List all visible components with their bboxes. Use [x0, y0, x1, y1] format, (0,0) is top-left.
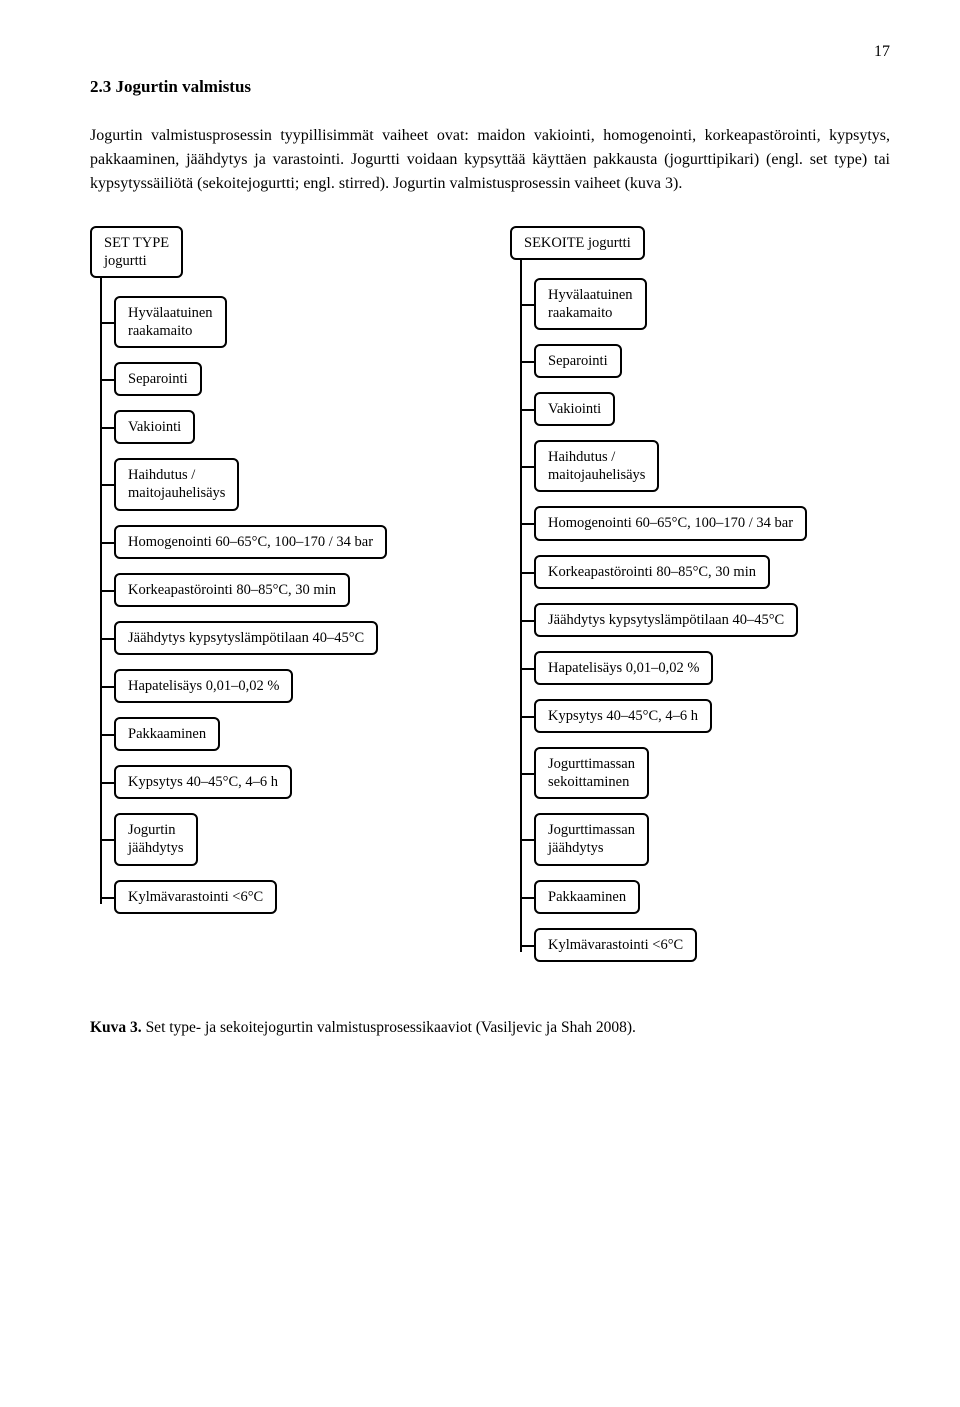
connector: [522, 523, 536, 525]
left-step-label: Hapatelisäys 0,01–0,02 %: [128, 678, 279, 694]
right-step-node: Vakiointi: [534, 392, 615, 426]
right-step-label: Vakiointi: [548, 401, 601, 417]
left-root-label: SET TYPE jogurtti: [104, 235, 169, 269]
right-spine: [520, 246, 522, 952]
left-step-label: Kylmävarastointi <6°C: [128, 889, 263, 905]
right-step-label: Pakkaaminen: [548, 889, 626, 905]
left-step-label: Jogurtin jäähdytys: [128, 822, 184, 856]
right-step-node: Jogurttimassan sekoittaminen: [534, 747, 649, 799]
connector: [102, 427, 116, 429]
left-step-label: Homogenointi 60–65°C, 100–170 / 34 bar: [128, 534, 373, 550]
left-step-node: Kylmävarastointi <6°C: [114, 880, 277, 914]
connector: [522, 361, 536, 363]
right-step-label: Separointi: [548, 353, 608, 369]
right-root-label: SEKOITE jogurtti: [524, 235, 631, 251]
caption-label: Kuva 3.: [90, 1019, 142, 1036]
left-step-node: Pakkaaminen: [114, 717, 220, 751]
connector: [522, 620, 536, 622]
connector: [522, 466, 536, 468]
left-root-node: SET TYPE jogurtti: [90, 226, 183, 278]
connector: [102, 897, 116, 899]
right-step-label: Jogurttimassan jäähdytys: [548, 822, 635, 856]
right-step-node: Separointi: [534, 344, 622, 378]
connector: [102, 734, 116, 736]
left-step-label: Jäähdytys kypsytyslämpötilaan 40–45°C: [128, 630, 364, 646]
caption-text: Set type- ja sekoitejogurtin valmistuspr…: [146, 1019, 636, 1036]
connector: [522, 897, 536, 899]
connector: [522, 668, 536, 670]
right-step-label: Kylmävarastointi <6°C: [548, 937, 683, 953]
connector: [102, 782, 116, 784]
connector: [102, 484, 116, 486]
connector: [522, 839, 536, 841]
right-step-node: Jogurttimassan jäähdytys: [534, 813, 649, 865]
left-step-node: Jäähdytys kypsytyslämpötilaan 40–45°C: [114, 621, 378, 655]
right-step-node: Hyvälaatuinen raakamaito: [534, 278, 647, 330]
connector: [102, 638, 116, 640]
left-step-label: Separointi: [128, 371, 188, 387]
right-step-node: Homogenointi 60–65°C, 100–170 / 34 bar: [534, 506, 807, 540]
right-root-node: SEKOITE jogurtti: [510, 226, 645, 260]
flowchart-columns: SET TYPE jogurtti Hyvälaatuinen raakamai…: [90, 226, 890, 976]
left-step-label: Haihdutus / maitojauhelisäys: [128, 467, 225, 501]
connector: [102, 590, 116, 592]
right-step-node: Korkeapastörointi 80–85°C, 30 min: [534, 555, 770, 589]
connector: [522, 409, 536, 411]
right-step-node: Jäähdytys kypsytyslämpötilaan 40–45°C: [534, 603, 798, 637]
right-step-node: Haihdutus / maitojauhelisäys: [534, 440, 659, 492]
left-step-node: Korkeapastörointi 80–85°C, 30 min: [114, 573, 350, 607]
left-step-node: Separointi: [114, 362, 202, 396]
right-column: SEKOITE jogurtti Hyvälaatuinen raakamait…: [510, 226, 890, 976]
left-step-node: Jogurtin jäähdytys: [114, 813, 198, 865]
page-number: 17: [90, 40, 890, 64]
right-step-label: Jogurttimassan sekoittaminen: [548, 756, 635, 790]
right-step-label: Homogenointi 60–65°C, 100–170 / 34 bar: [548, 515, 793, 531]
connector: [522, 572, 536, 574]
left-step-node: Hapatelisäys 0,01–0,02 %: [114, 669, 293, 703]
right-flow: SEKOITE jogurtti Hyvälaatuinen raakamait…: [510, 226, 890, 976]
connector: [522, 773, 536, 775]
left-step-node: Homogenointi 60–65°C, 100–170 / 34 bar: [114, 525, 387, 559]
left-step-label: Pakkaaminen: [128, 726, 206, 742]
right-step-node: Hapatelisäys 0,01–0,02 %: [534, 651, 713, 685]
section-heading: 2.3 Jogurtin valmistus: [90, 74, 890, 100]
right-step-label: Korkeapastörointi 80–85°C, 30 min: [548, 564, 756, 580]
right-step-label: Jäähdytys kypsytyslämpötilaan 40–45°C: [548, 612, 784, 628]
left-flow: SET TYPE jogurtti Hyvälaatuinen raakamai…: [90, 226, 470, 928]
left-step-label: Kypsytys 40–45°C, 4–6 h: [128, 774, 278, 790]
figure-caption: Kuva 3. Set type- ja sekoitejogurtin val…: [90, 1016, 890, 1039]
connector: [102, 322, 116, 324]
connector: [522, 716, 536, 718]
body-paragraph: Jogurtin valmistusprosessin tyypillisimm…: [90, 124, 890, 196]
connector: [102, 542, 116, 544]
left-step-node: Haihdutus / maitojauhelisäys: [114, 458, 239, 510]
left-column: SET TYPE jogurtti Hyvälaatuinen raakamai…: [90, 226, 470, 976]
left-step-label: Korkeapastörointi 80–85°C, 30 min: [128, 582, 336, 598]
left-step-label: Hyvälaatuinen raakamaito: [128, 305, 213, 339]
right-step-node: Kypsytys 40–45°C, 4–6 h: [534, 699, 712, 733]
connector: [522, 945, 536, 947]
right-step-label: Haihdutus / maitojauhelisäys: [548, 449, 645, 483]
connector: [102, 379, 116, 381]
left-step-node: Kypsytys 40–45°C, 4–6 h: [114, 765, 292, 799]
right-step-label: Kypsytys 40–45°C, 4–6 h: [548, 708, 698, 724]
right-step-node: Pakkaaminen: [534, 880, 640, 914]
left-step-node: Hyvälaatuinen raakamaito: [114, 296, 227, 348]
right-step-label: Hyvälaatuinen raakamaito: [548, 287, 633, 321]
left-spine: [100, 246, 102, 904]
left-step-label: Vakiointi: [128, 419, 181, 435]
right-step-node: Kylmävarastointi <6°C: [534, 928, 697, 962]
connector: [102, 686, 116, 688]
connector: [102, 839, 116, 841]
left-step-node: Vakiointi: [114, 410, 195, 444]
connector: [522, 304, 536, 306]
right-step-label: Hapatelisäys 0,01–0,02 %: [548, 660, 699, 676]
